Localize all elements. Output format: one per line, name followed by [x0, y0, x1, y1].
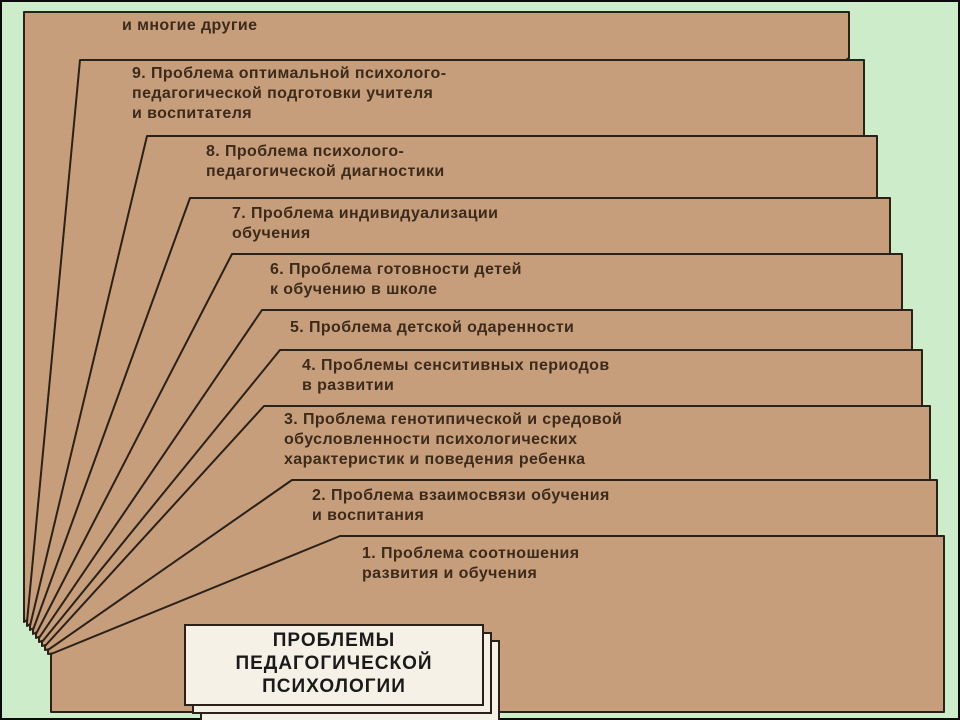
title-text: ПРОБЛЕМЫ ПЕДАГОГИЧЕСКОЙ ПСИХОЛОГИИ: [184, 630, 484, 698]
diagram-stage: и многие другие9. Проблема оптимальной п…: [0, 0, 960, 720]
title-block: ПРОБЛЕМЫ ПЕДАГОГИЧЕСКОЙ ПСИХОЛОГИИ: [2, 2, 960, 720]
